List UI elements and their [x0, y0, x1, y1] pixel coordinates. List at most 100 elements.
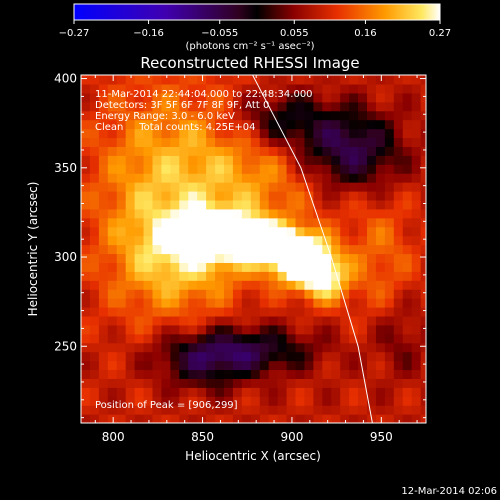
heatmap-cell: [107, 271, 118, 281]
heatmap-cell: [188, 271, 198, 281]
heatmap-cell: [286, 75, 297, 85]
heatmap-cell: [367, 128, 377, 139]
heatmap-cell: [268, 244, 279, 255]
heatmap-cell: [206, 244, 216, 255]
heatmap-cell: [143, 226, 154, 237]
heatmap-cell: [358, 137, 368, 147]
heatmap-cell: [98, 182, 109, 192]
heatmap-cell: [349, 92, 359, 103]
heatmap-cell: [107, 217, 118, 228]
heatmap-cell: [98, 146, 109, 156]
heatmap-cell: [331, 307, 341, 317]
heatmap-cell: [152, 92, 163, 103]
heatmap-cell: [81, 217, 91, 228]
heatmap-cell: [170, 83, 180, 94]
heatmap-cell: [420, 208, 426, 219]
heatmap-cell: [277, 351, 288, 362]
heatmap-cell: [250, 110, 261, 121]
heatmap-cell: [286, 83, 297, 94]
heatmap-cell: [331, 378, 341, 388]
heatmap-cell: [340, 271, 350, 281]
heatmap-cell: [116, 324, 127, 335]
heatmap-cell: [402, 271, 413, 281]
heatmap-cell: [402, 155, 413, 165]
heatmap-cell: [340, 360, 350, 371]
heatmap-cell: [125, 262, 136, 272]
heatmap-cell: [286, 226, 297, 237]
heatmap-cell: [340, 351, 350, 362]
heatmap-cell: [358, 101, 368, 112]
heatmap-cell: [152, 307, 163, 317]
heatmap-cell: [161, 396, 171, 406]
heatmap-cell: [232, 173, 243, 183]
heatmap-cell: [411, 253, 422, 263]
heatmap-cell: [340, 101, 350, 112]
heatmap-cell: [349, 110, 359, 121]
heatmap-cell: [81, 101, 91, 112]
heatmap-cell: [107, 396, 118, 406]
heatmap-cell: [224, 289, 234, 299]
heatmap-cell: [81, 280, 91, 290]
heatmap-cell: [125, 333, 136, 344]
heatmap-cell: [277, 110, 288, 121]
heatmap-cell: [349, 396, 359, 406]
heatmap-cell: [134, 199, 145, 210]
heatmap-cell: [331, 253, 341, 263]
heatmap-cell: [358, 315, 368, 326]
heatmap-cell: [89, 369, 100, 379]
heatmap-cell: [250, 405, 261, 415]
heatmap-cell: [188, 101, 198, 112]
heatmap-cell: [367, 280, 377, 290]
heatmap-cell: [206, 289, 216, 299]
heatmap-cell: [340, 155, 350, 165]
heatmap-cell: [232, 75, 243, 85]
heatmap-cell: [313, 333, 323, 344]
heatmap-cell: [349, 173, 359, 183]
heatmap-cell: [313, 75, 323, 85]
heatmap-cell: [349, 289, 359, 299]
heatmap-cell: [322, 92, 332, 103]
heatmap-cell: [313, 324, 323, 335]
heatmap-cell: [277, 119, 288, 130]
heatmap-cell: [143, 217, 154, 228]
heatmap-cell: [375, 92, 386, 103]
heatmap-cell: [286, 253, 297, 263]
heatmap-cell: [268, 182, 279, 192]
heatmap-cell: [241, 191, 252, 201]
heatmap-cell: [420, 360, 426, 371]
heatmap-cell: [232, 146, 243, 156]
heatmap-cell: [295, 298, 306, 308]
heatmap-cell: [224, 369, 234, 379]
heatmap-cell: [286, 146, 297, 156]
heatmap-cell: [134, 155, 145, 165]
heatmap-cell: [125, 83, 136, 94]
heatmap-cell: [206, 307, 216, 317]
heatmap-cell: [206, 199, 216, 210]
heatmap-cell: [349, 253, 359, 263]
heatmap-cell: [125, 360, 136, 371]
y-tick-label: 250: [54, 339, 77, 353]
heatmap-cell: [313, 360, 323, 371]
heatmap-cell: [304, 75, 314, 85]
heatmap-cell: [286, 324, 297, 335]
heatmap-cell: [304, 146, 314, 156]
heatmap-cell: [384, 262, 395, 272]
heatmap-cell: [116, 307, 127, 317]
heatmap-cell: [206, 137, 216, 147]
heatmap-cell: [277, 342, 288, 353]
heatmap-cell: [89, 235, 100, 246]
heatmap-cell: [322, 396, 332, 406]
heatmap-cell: [250, 333, 261, 344]
heatmap-cell: [286, 137, 297, 147]
heatmap-cell: [367, 182, 377, 192]
heatmap-cell: [143, 307, 154, 317]
heatmap-cell: [250, 414, 261, 423]
heatmap-cell: [170, 92, 180, 103]
heatmap-cell: [241, 110, 252, 121]
heatmap-cell: [206, 378, 216, 388]
heatmap-cell: [179, 324, 189, 335]
heatmap-cell: [268, 396, 279, 406]
heatmap-cell: [313, 396, 323, 406]
heatmap-cell: [107, 414, 118, 423]
heatmap-cell: [259, 199, 270, 210]
